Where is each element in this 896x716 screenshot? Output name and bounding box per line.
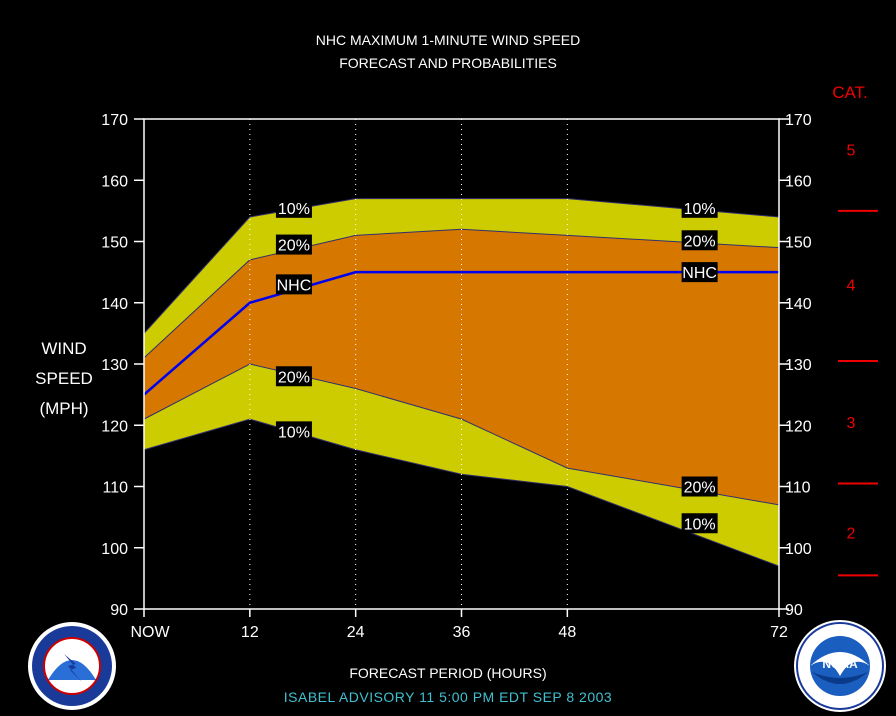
annotation-label: NHC [277, 277, 312, 294]
y-tick-label-left: 110 [102, 480, 128, 497]
annotation-label: 10% [278, 201, 310, 218]
y-tick-label-left: 90 [110, 602, 128, 619]
series-line-lower-10 [143, 418, 780, 567]
x-axis-label: FORECAST PERIOD (HOURS) [349, 665, 547, 681]
y-tick-label-left: 150 [101, 235, 128, 252]
series-line-upper-10 [143, 198, 780, 334]
series-line-upper-20 [143, 228, 780, 359]
svg-text:NOAA: NOAA [822, 657, 858, 671]
category-title: CAT. [832, 83, 868, 102]
x-tick-label: 72 [770, 624, 788, 641]
x-tick-label: 12 [241, 624, 259, 641]
y-tick-label-right: 170 [785, 112, 812, 129]
y-tick-label-left: 120 [101, 418, 128, 435]
category-label: 5 [847, 143, 856, 160]
x-tick-label: 48 [558, 624, 576, 641]
category-label: 3 [847, 415, 856, 432]
category-label: 2 [847, 525, 856, 542]
annotation-label: 20% [278, 369, 310, 386]
y-tick-label-right: 130 [785, 357, 812, 374]
annotation-label: 10% [278, 424, 310, 441]
annotation-box [275, 274, 312, 295]
noaa-logo: NOAA [794, 620, 886, 712]
annotation-box [681, 197, 718, 218]
annotation-box [275, 197, 312, 218]
annotation-box [681, 262, 718, 283]
y-tick-label-right: 150 [785, 235, 812, 252]
annotation-box [275, 234, 312, 255]
annotation-label: NHC [682, 265, 717, 282]
annotation-box [681, 230, 718, 251]
y-axis-label-line3: (MPH) [39, 399, 89, 418]
annotation-box [275, 421, 312, 442]
band-20-percent [144, 229, 779, 505]
y-tick-label-right: 120 [785, 418, 812, 435]
y-tick-label-right: 160 [785, 173, 812, 190]
annotation-label: 20% [278, 238, 310, 255]
y-tick-label-right: 100 [785, 541, 812, 558]
y-axis-label-line1: WIND [41, 339, 87, 358]
x-tick-label: NOW [130, 624, 170, 641]
annotation-label: 20% [684, 480, 716, 497]
y-axis-label-line2: SPEED [35, 369, 93, 388]
y-tick-label-right: 140 [785, 296, 812, 313]
advisory-footer: ISABEL ADVISORY 11 5:00 PM EDT SEP 8 200… [283, 689, 613, 705]
y-tick-label-right: 110 [785, 480, 811, 497]
y-tick-label-left: 100 [101, 541, 128, 558]
y-tick-label-left: 130 [101, 357, 128, 374]
annotation-label: 10% [684, 516, 716, 533]
nws-logo [28, 622, 116, 710]
y-tick-label-left: 170 [101, 112, 128, 129]
annotation-label: 10% [684, 201, 716, 218]
annotation-box [681, 476, 718, 497]
series-line-nhc [143, 270, 779, 396]
annotation-box [275, 366, 312, 387]
y-tick-label-left: 160 [101, 173, 128, 190]
x-tick-label: 24 [347, 624, 365, 641]
y-tick-label-left: 140 [101, 296, 128, 313]
chart-title-line1: NHC MAXIMUM 1-MINUTE WIND SPEED [315, 32, 581, 48]
x-tick-label: 36 [453, 624, 471, 641]
chart-title-line2: FORECAST AND PROBABILITIES [339, 55, 557, 71]
category-label: 4 [847, 277, 856, 294]
series-line-lower-20 [143, 363, 780, 506]
y-tick-label-right: 90 [785, 602, 803, 619]
annotation-box [681, 513, 718, 534]
annotation-label: 20% [684, 233, 716, 250]
